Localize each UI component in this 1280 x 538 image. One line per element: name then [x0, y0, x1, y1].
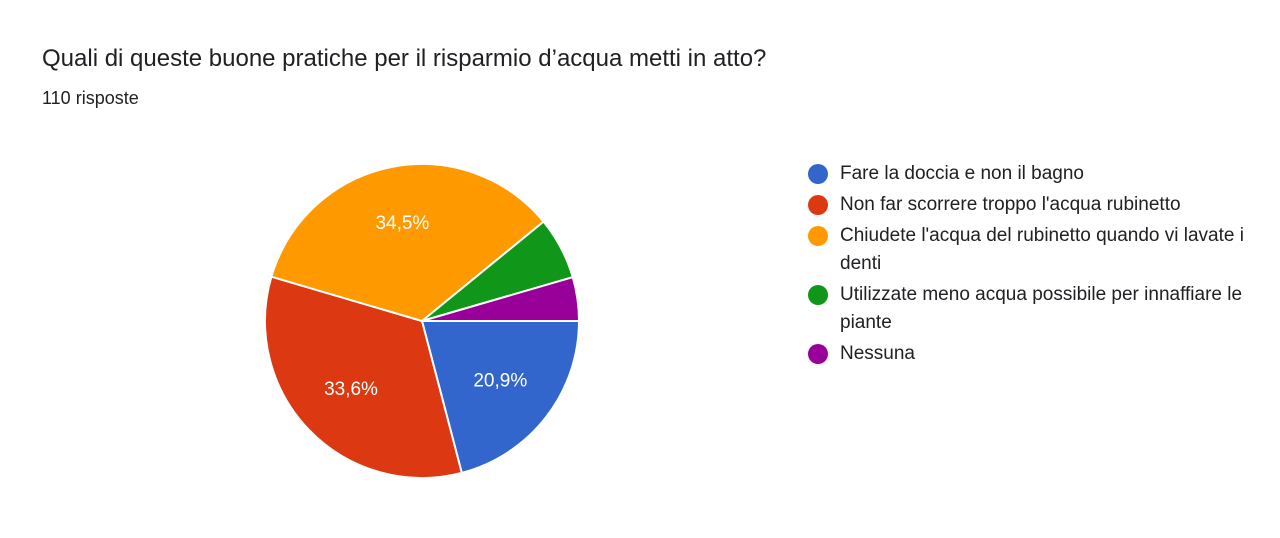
- response-count: 110 risposte: [42, 88, 139, 108]
- legend-item-doccia[interactable]: Fare la doccia e non il bagno: [808, 160, 1248, 188]
- legend-label: Fare la doccia e non il bagno: [840, 163, 1084, 184]
- pie-slice-denti[interactable]: [270, 163, 545, 323]
- legend-item-piante[interactable]: Utilizzate meno acqua possibile per inna…: [808, 281, 1248, 337]
- legend-swatch-icon: [808, 285, 828, 305]
- pie-slice-rubinetto[interactable]: [264, 275, 464, 479]
- legend-label: Non far scorrere troppo l'acqua rubinett…: [840, 194, 1181, 215]
- legend-label: Utilizzate meno acqua possibile per inna…: [840, 284, 1243, 333]
- chart-legend: Fare la doccia e non il bagno Non far sc…: [808, 160, 1248, 371]
- pie-label-denti: 34,5%: [375, 213, 429, 234]
- pie-label-doccia: 20,9%: [473, 370, 527, 391]
- question-title: Quali di queste buone pratiche per il ri…: [42, 45, 767, 72]
- legend-swatch-icon: [808, 195, 828, 215]
- legend-label: Chiudete l'acqua del rubinetto quando vi…: [840, 225, 1244, 274]
- legend-item-denti[interactable]: Chiudete l'acqua del rubinetto quando vi…: [808, 222, 1248, 278]
- legend-swatch-icon: [808, 164, 828, 184]
- legend-swatch-icon: [808, 226, 828, 246]
- pie-slice-nessuna[interactable]: [421, 275, 581, 322]
- pie-label-rubinetto: 33,6%: [324, 379, 378, 400]
- pie-chart: 20,9% 33,6% 34,5%: [264, 163, 581, 479]
- legend-label: Nessuna: [840, 343, 915, 364]
- legend-item-rubinetto[interactable]: Non far scorrere troppo l'acqua rubinett…: [808, 191, 1248, 219]
- pie-slice-doccia[interactable]: [420, 320, 581, 475]
- legend-item-nessuna[interactable]: Nessuna: [808, 340, 1248, 368]
- legend-swatch-icon: [808, 344, 828, 364]
